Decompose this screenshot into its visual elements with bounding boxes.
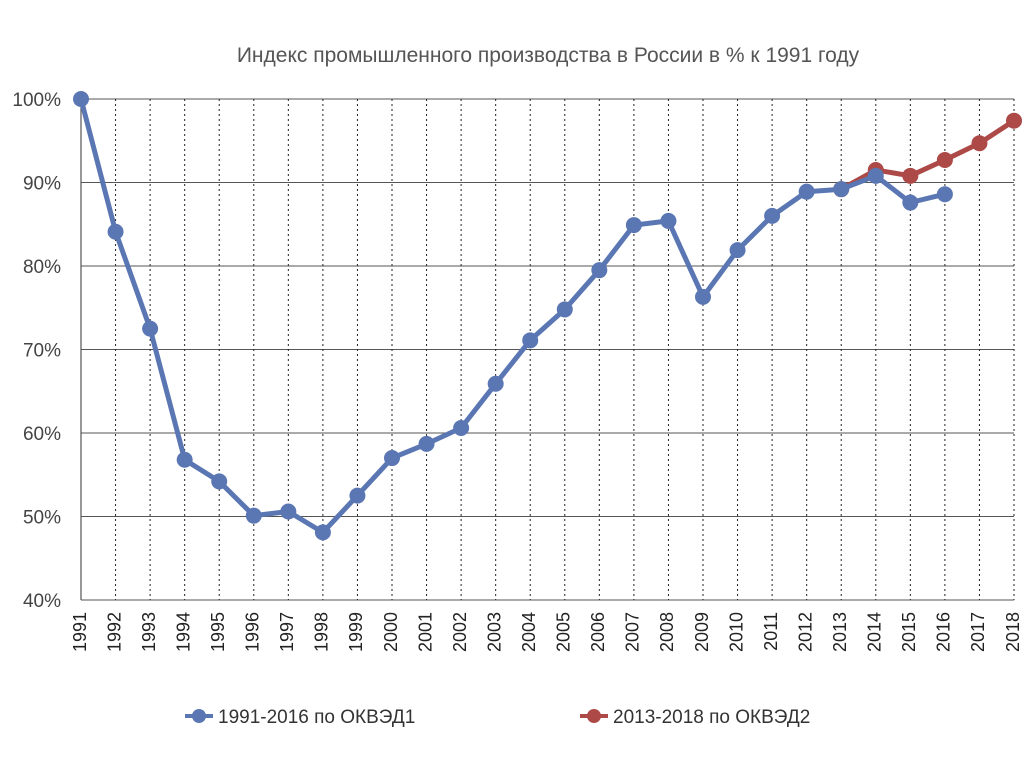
legend-marker [192, 709, 206, 723]
x-tick-label: 1998 [312, 612, 332, 652]
data-point [176, 451, 193, 468]
series-layer [73, 91, 1022, 541]
y-tick-label: 70% [23, 341, 61, 362]
x-tick-label: 1996 [243, 612, 263, 652]
legend-item-2: 2013-2018 по ОКВЭД2 [580, 707, 810, 728]
data-point [107, 223, 124, 240]
y-tick-label: 80% [23, 257, 61, 278]
data-point [936, 151, 953, 168]
x-tick-label: 2013 [830, 612, 850, 652]
data-point [764, 207, 781, 224]
x-tick-label: 1997 [277, 612, 297, 652]
legend-label: 2013-2018 по ОКВЭД2 [613, 707, 810, 728]
data-point [902, 167, 919, 184]
x-tick-label: 2015 [899, 612, 919, 652]
data-point [798, 183, 815, 200]
x-tick-label: 2002 [450, 612, 470, 652]
data-point [522, 332, 539, 349]
legend-marker [587, 709, 601, 723]
data-point [867, 167, 884, 184]
x-tick-label: 2010 [726, 612, 746, 652]
data-point [591, 262, 608, 279]
data-point [245, 507, 262, 524]
data-point [142, 320, 159, 337]
legend-item-1: 1991-2016 по ОКВЭД1 [185, 707, 415, 728]
data-point [211, 473, 228, 490]
y-tick-label: 60% [23, 424, 61, 445]
x-tick-label: 2014 [865, 612, 885, 652]
x-tick-label: 2005 [554, 612, 574, 652]
x-tick-label: 1995 [208, 612, 228, 652]
legend: 1991-2016 по ОКВЭД1 2013-2018 по ОКВЭД2 [185, 707, 810, 728]
data-point [314, 524, 331, 541]
data-point [73, 91, 89, 107]
x-tick-label: 2018 [1003, 612, 1023, 652]
grid [81, 98, 1015, 601]
y-tick-label: 40% [23, 591, 61, 612]
data-point [695, 288, 711, 305]
x-tick-label: 2017 [968, 612, 988, 652]
data-point [349, 487, 366, 504]
x-tick-label: 2007 [623, 612, 643, 652]
data-point [971, 135, 988, 152]
data-point [384, 450, 400, 467]
data-point [902, 194, 919, 211]
x-tick-label: 2004 [519, 612, 539, 652]
x-tick-label: 2003 [484, 612, 504, 652]
data-point [556, 301, 573, 318]
data-point [660, 212, 677, 229]
data-point [280, 503, 297, 520]
x-tick-label: 1992 [104, 612, 124, 652]
y-tick-label: 100% [12, 90, 61, 111]
y-tick-label: 50% [23, 508, 61, 529]
x-tick-label: 2000 [381, 612, 401, 652]
x-tick-label: 2001 [415, 612, 435, 652]
series-2 [833, 112, 1022, 198]
x-tick-label: 1999 [346, 612, 366, 652]
x-tick-label: 2006 [588, 612, 608, 652]
x-tick-label: 2012 [795, 612, 815, 652]
y-tick-label: 90% [23, 174, 61, 195]
data-point [936, 186, 953, 203]
x-tick-label: 2008 [657, 612, 677, 652]
x-tick-label: 2009 [692, 612, 712, 652]
series-line [78, 96, 948, 535]
chart-title: Индекс промышленного производства в Росс… [237, 44, 860, 67]
x-tick-label: 1994 [173, 612, 193, 652]
data-point [418, 435, 435, 452]
x-tick-label: 1993 [139, 612, 159, 652]
data-point [625, 217, 642, 234]
x-tick-label: 1991 [70, 612, 90, 652]
data-point [729, 242, 746, 259]
x-tick-label: 2016 [934, 612, 954, 652]
x-tick-label: 2011 [761, 612, 781, 651]
data-point [833, 181, 850, 198]
series-1 [73, 91, 953, 541]
data-point [453, 419, 470, 436]
data-point [1006, 112, 1022, 129]
axes: 40% 50% 60% 70% 80% 90% 100% 1991 1992 1993 1994 19… [12, 90, 1022, 652]
legend-label: 1991-2016 по ОКВЭД1 [218, 707, 415, 728]
data-point [487, 375, 504, 392]
